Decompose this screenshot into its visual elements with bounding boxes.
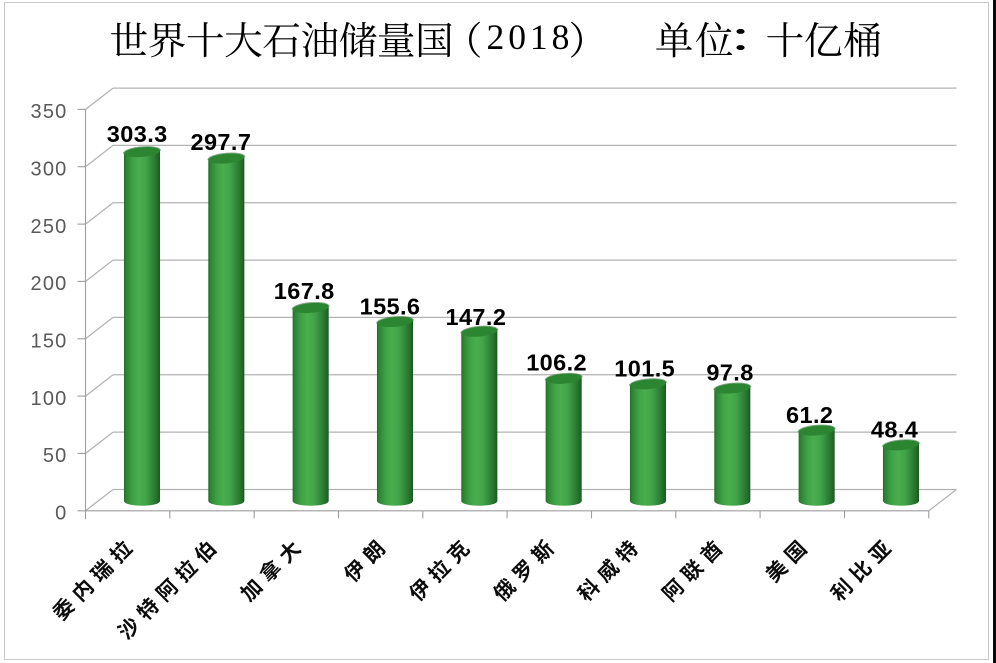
svg-text:2018: 2018 bbox=[487, 17, 574, 57]
svg-text:50: 50 bbox=[43, 445, 68, 467]
svg-text:303.3: 303.3 bbox=[107, 121, 168, 147]
svg-text:350: 350 bbox=[31, 101, 68, 123]
svg-text:48.4: 48.4 bbox=[871, 416, 918, 442]
svg-text:300: 300 bbox=[31, 158, 68, 180]
svg-text:150: 150 bbox=[31, 330, 68, 352]
svg-text:147.2: 147.2 bbox=[445, 304, 506, 330]
svg-text:100: 100 bbox=[31, 388, 68, 410]
svg-text:61.2: 61.2 bbox=[786, 402, 833, 428]
svg-text:101.5: 101.5 bbox=[614, 355, 675, 381]
svg-text:155.6: 155.6 bbox=[360, 293, 421, 319]
svg-text:167.8: 167.8 bbox=[274, 278, 335, 304]
svg-text:106.2: 106.2 bbox=[526, 349, 587, 375]
svg-text:200: 200 bbox=[31, 273, 68, 295]
svg-text:297.7: 297.7 bbox=[190, 129, 251, 155]
svg-text:97.8: 97.8 bbox=[706, 360, 753, 386]
svg-text:250: 250 bbox=[31, 216, 68, 238]
svg-text:0: 0 bbox=[55, 503, 67, 525]
